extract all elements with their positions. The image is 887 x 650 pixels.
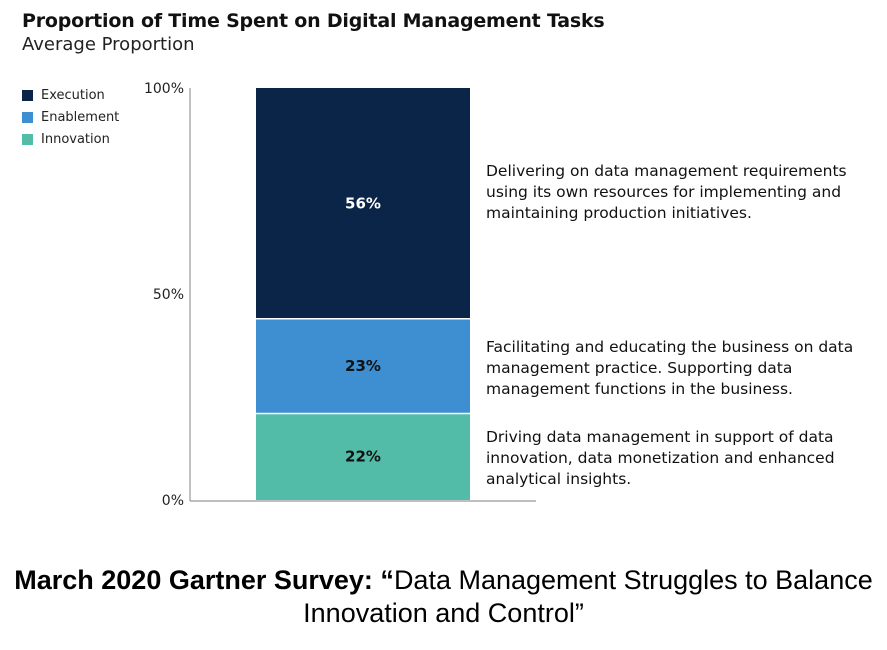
chart-title: Proportion of Time Spent on Digital Mana… xyxy=(22,10,605,32)
annotation-enablement: Facilitating and educating the business … xyxy=(486,338,854,398)
annotation-innovation: Driving data management in support of da… xyxy=(486,428,835,488)
legend-item-enablement: Enablement xyxy=(22,106,119,128)
bar-label-enablement: 23% xyxy=(345,357,381,375)
legend-label-execution: Execution xyxy=(41,87,105,103)
legend-label-innovation: Innovation xyxy=(41,131,110,147)
y-tick-label: 100% xyxy=(144,81,184,97)
footer-caption-bold: March 2020 Gartner Survey: “ xyxy=(14,565,394,595)
stacked-bar-chart: 0% 50% 100% 56% 23% 22% xyxy=(144,81,536,509)
chart-subtitle: Average Proportion xyxy=(22,34,195,55)
legend-swatch-execution xyxy=(22,89,33,101)
bar-segment-execution xyxy=(256,88,470,319)
y-tick-label: 0% xyxy=(162,493,184,509)
footer-caption-regular: Data Management Struggles to Balance Inn… xyxy=(303,565,873,628)
footer-caption: March 2020 Gartner Survey: “Data Managem… xyxy=(0,564,887,630)
bar-segment-innovation xyxy=(256,413,470,500)
legend-item-execution: Execution xyxy=(22,84,119,106)
legend-swatch-enablement xyxy=(22,111,33,123)
legend-item-innovation: Innovation xyxy=(22,128,119,150)
bar-label-innovation: 22% xyxy=(345,448,381,466)
bar-label-execution: 56% xyxy=(345,194,381,212)
bar-segment-enablement xyxy=(256,318,470,414)
legend: Execution Enablement Innovation xyxy=(22,84,119,150)
legend-label-enablement: Enablement xyxy=(41,109,120,125)
legend-swatch-innovation xyxy=(22,133,33,145)
y-tick-label: 50% xyxy=(153,287,184,303)
annotation-execution: Delivering on data management requiremen… xyxy=(486,162,847,222)
